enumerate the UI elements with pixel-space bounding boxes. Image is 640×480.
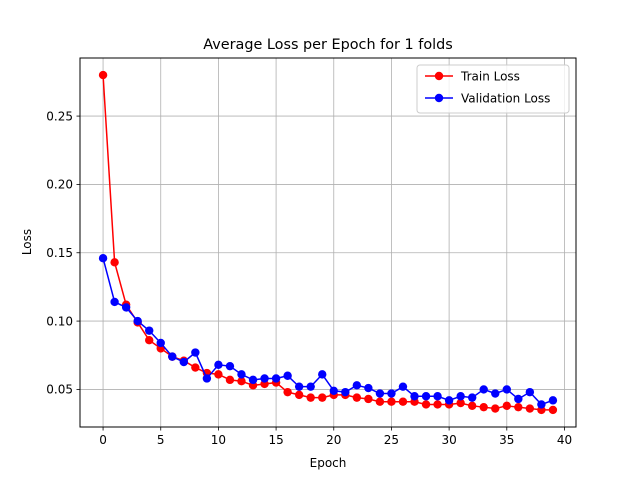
chart-title: Average Loss per Epoch for 1 folds (203, 37, 453, 53)
data-point (352, 393, 362, 402)
data-point (225, 361, 235, 371)
data-point (225, 375, 235, 385)
data-point (375, 397, 385, 406)
x-tick-label: 5 (157, 433, 165, 447)
x-tick-label: 20 (326, 433, 341, 447)
data-point (294, 382, 304, 391)
data-point (110, 297, 119, 307)
data-point (191, 363, 200, 372)
series-layer (98, 70, 558, 415)
data-point (364, 394, 373, 404)
legend-marker (434, 71, 444, 81)
series-validation-loss (98, 254, 558, 409)
series-line (102, 258, 554, 406)
data-point (444, 396, 454, 405)
data-point (318, 393, 327, 402)
data-point (398, 382, 408, 391)
data-point (145, 336, 154, 345)
data-point (352, 381, 362, 390)
x-tick-label: 15 (268, 433, 283, 447)
x-tick-label: 25 (384, 433, 399, 447)
data-point (421, 392, 431, 401)
data-point (433, 392, 442, 401)
data-point (514, 394, 523, 404)
data-point (548, 405, 558, 415)
data-point (479, 385, 488, 394)
data-point (306, 393, 315, 402)
x-tick-label: 30 (441, 433, 456, 447)
data-point (179, 357, 189, 367)
y-tick-label: 0.10 (46, 314, 73, 328)
data-point (168, 352, 177, 361)
data-point (364, 383, 373, 393)
data-point (375, 389, 385, 398)
data-point (456, 392, 465, 401)
data-point (145, 326, 154, 335)
data-point (156, 338, 165, 348)
data-point (467, 401, 477, 411)
data-point (283, 371, 292, 380)
y-tick-label: 0.15 (46, 246, 73, 260)
data-point (237, 370, 246, 379)
legend-marker (434, 93, 444, 103)
data-point (341, 387, 350, 397)
x-tick-label: 0 (99, 433, 107, 447)
data-point (537, 400, 546, 409)
data-point (202, 374, 212, 383)
data-point (525, 404, 535, 413)
data-point (514, 402, 523, 412)
data-point (271, 374, 281, 383)
data-point (502, 401, 511, 411)
data-point (479, 402, 488, 412)
data-point (248, 375, 258, 385)
data-point (387, 397, 396, 406)
x-axis-label: Epoch (310, 456, 347, 470)
data-point (98, 70, 108, 80)
data-point (283, 387, 292, 397)
data-point (491, 389, 500, 398)
data-point (456, 398, 465, 408)
data-point (121, 303, 131, 312)
x-tick-label: 40 (557, 433, 572, 447)
data-point (294, 390, 304, 400)
data-point (214, 370, 223, 379)
data-point (318, 370, 327, 379)
y-tick-label: 0.20 (46, 178, 73, 192)
data-point (260, 374, 269, 383)
data-point (329, 386, 338, 395)
data-point (398, 397, 408, 406)
data-point (548, 396, 558, 405)
data-point (491, 404, 500, 413)
data-point (433, 400, 442, 409)
legend-frame (416, 64, 570, 114)
data-point (306, 382, 315, 391)
legend-label: Train Loss (460, 69, 520, 83)
legend-label: Validation Loss (461, 91, 550, 105)
x-tick-label: 35 (499, 433, 514, 447)
plot-frame (79, 57, 577, 428)
data-point (214, 360, 223, 370)
data-point (110, 258, 119, 267)
data-point (467, 393, 477, 402)
axis-ticks: 0 5 10 15 20 25 30 35 40 0.05 0.10 0.15 0.20 0.25 (46, 109, 572, 447)
grid (80, 58, 576, 427)
data-point (191, 348, 200, 357)
data-point (525, 387, 535, 397)
data-point (421, 400, 431, 409)
data-point (98, 254, 108, 263)
data-point (502, 385, 511, 394)
legend: Train Loss Validation Loss (416, 64, 570, 114)
data-point (237, 377, 246, 386)
y-tick-label: 0.25 (46, 109, 73, 123)
data-point (410, 392, 419, 401)
x-tick-label: 10 (211, 433, 226, 447)
data-point (387, 389, 396, 398)
data-point (133, 316, 142, 326)
y-tick-label: 0.05 (46, 383, 73, 397)
y-axis-label: Loss (20, 229, 34, 255)
